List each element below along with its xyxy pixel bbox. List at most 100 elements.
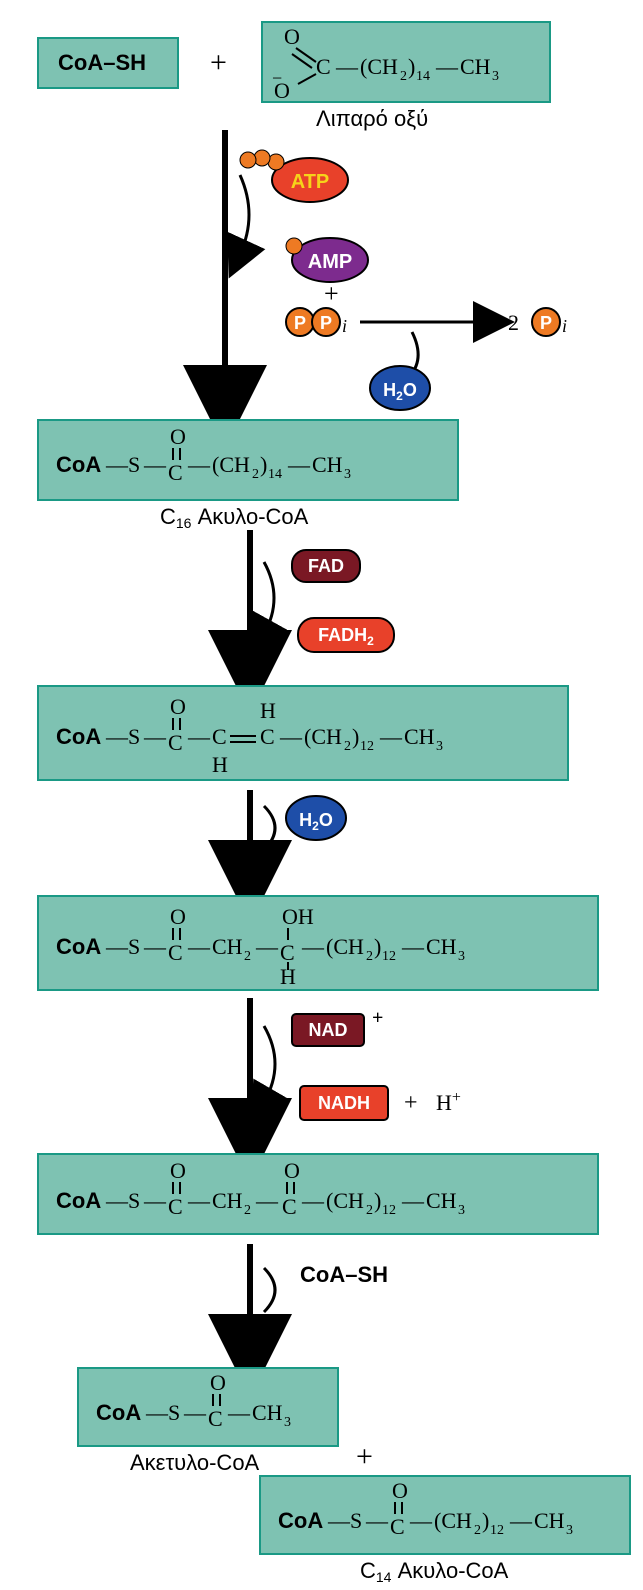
svg-text:O: O	[170, 1158, 186, 1183]
svg-text:—: —	[145, 1400, 169, 1425]
svg-text:2: 2	[508, 310, 519, 335]
svg-text:C: C	[282, 1194, 297, 1219]
svg-text:—: —	[401, 1188, 425, 1213]
svg-text:—: —	[183, 1400, 207, 1425]
svg-text:P: P	[294, 313, 306, 333]
svg-text:—: —	[105, 452, 129, 477]
svg-text:+: +	[324, 279, 339, 308]
svg-text:): )	[408, 54, 415, 79]
svg-text:3: 3	[436, 739, 443, 754]
nadh-text: NADH	[318, 1093, 370, 1113]
plus-1: +	[210, 46, 227, 79]
atp-text: ATP	[291, 171, 330, 193]
svg-text:CH: CH	[212, 1188, 243, 1213]
svg-text:CoA: CoA	[56, 724, 101, 749]
svg-text:S: S	[128, 452, 140, 477]
svg-text:C: C	[208, 1406, 223, 1431]
svg-text:—: —	[187, 1188, 211, 1213]
nad-text: NAD	[309, 1020, 348, 1040]
svg-text:—: —	[409, 1508, 433, 1533]
svg-text:C: C	[168, 940, 183, 965]
svg-text:2: 2	[344, 739, 351, 754]
svg-text:—: —	[227, 1400, 251, 1425]
svg-text:CH: CH	[426, 934, 457, 959]
svg-text:CH: CH	[404, 724, 435, 749]
coash-input: CoA–SH	[300, 1262, 388, 1287]
svg-text:CH: CH	[426, 1188, 457, 1213]
svg-text:3: 3	[284, 1415, 291, 1430]
svg-text:(CH: (CH	[360, 54, 398, 79]
svg-text:—: —	[143, 934, 167, 959]
svg-text:3: 3	[458, 949, 465, 964]
svg-text:C: C	[212, 724, 227, 749]
svg-text:CoA: CoA	[56, 452, 101, 477]
svg-text:2: 2	[366, 949, 373, 964]
svg-text:—: —	[187, 452, 211, 477]
svg-text:—: —	[105, 934, 129, 959]
amp-text: AMP	[308, 251, 352, 273]
svg-text:OH: OH	[282, 904, 314, 929]
svg-text:C: C	[168, 730, 183, 755]
fad-text: FAD	[308, 556, 344, 576]
svg-text:C: C	[260, 724, 275, 749]
svg-text:O: O	[170, 904, 186, 929]
svg-text:2: 2	[244, 949, 251, 964]
svg-text:12: 12	[382, 1203, 396, 1218]
fatty-acid-box	[262, 22, 550, 102]
svg-text:P: P	[540, 313, 552, 333]
svg-text:14: 14	[416, 69, 430, 84]
svg-text:3: 3	[566, 1523, 573, 1538]
coash-text: CoA–SH	[58, 50, 146, 75]
svg-text:i: i	[342, 316, 347, 336]
svg-text:O: O	[392, 1478, 408, 1503]
svg-text:): )	[374, 934, 381, 959]
svg-text:—: —	[255, 934, 279, 959]
svg-text:H: H	[260, 698, 276, 723]
svg-text:H+: H+	[436, 1089, 461, 1115]
svg-text:O: O	[170, 424, 186, 449]
svg-text:—: —	[365, 1508, 389, 1533]
svg-text:—: —	[187, 724, 211, 749]
fadh2-text: FADH2	[318, 625, 374, 648]
svg-text:—: —	[287, 452, 311, 477]
h2o-badge-2	[286, 796, 346, 840]
svg-text:(CH: (CH	[304, 724, 342, 749]
svg-text:12: 12	[360, 739, 374, 754]
svg-text:O: O	[170, 694, 186, 719]
svg-text:—: —	[105, 724, 129, 749]
svg-text:—: —	[143, 724, 167, 749]
svg-text:(CH: (CH	[326, 1188, 364, 1213]
svg-text:3: 3	[458, 1203, 465, 1218]
svg-text:CoA: CoA	[278, 1508, 323, 1533]
svg-text:CoA: CoA	[96, 1400, 141, 1425]
svg-text:C: C	[390, 1514, 405, 1539]
svg-text:CH: CH	[252, 1400, 283, 1425]
c16-label: C16 Ακυλο-CoA	[160, 504, 309, 531]
svg-text:(CH: (CH	[212, 452, 250, 477]
svg-text:C: C	[168, 460, 183, 485]
svg-text:—: —	[335, 54, 359, 79]
svg-text:—: —	[301, 1188, 325, 1213]
svg-text:CH: CH	[212, 934, 243, 959]
svg-text:O: O	[284, 1158, 300, 1183]
svg-text:CH: CH	[312, 452, 343, 477]
svg-text:(CH: (CH	[434, 1508, 472, 1533]
svg-text:—: —	[255, 1188, 279, 1213]
svg-text:+: +	[356, 1440, 373, 1473]
h2o-badge-1	[370, 366, 430, 410]
svg-text:CH: CH	[460, 54, 491, 79]
beta-oxidation-diagram: CoA–SH + O C O− — (CH2)14 — CH3 Λιπαρό ο…	[0, 0, 643, 1590]
svg-text:—: —	[301, 934, 325, 959]
svg-text:H: H	[212, 752, 228, 777]
svg-text:—: —	[187, 934, 211, 959]
svg-text:2: 2	[474, 1523, 481, 1538]
svg-text:12: 12	[490, 1523, 504, 1538]
svg-text:2: 2	[400, 69, 407, 84]
svg-text:—: —	[509, 1508, 533, 1533]
svg-text:—: —	[435, 54, 459, 79]
svg-text:—: —	[379, 724, 403, 749]
svg-text:—: —	[105, 1188, 129, 1213]
svg-text:12: 12	[382, 949, 396, 964]
svg-text:(CH: (CH	[326, 934, 364, 959]
fatty-acid-label: Λιπαρό οξύ	[316, 106, 428, 131]
